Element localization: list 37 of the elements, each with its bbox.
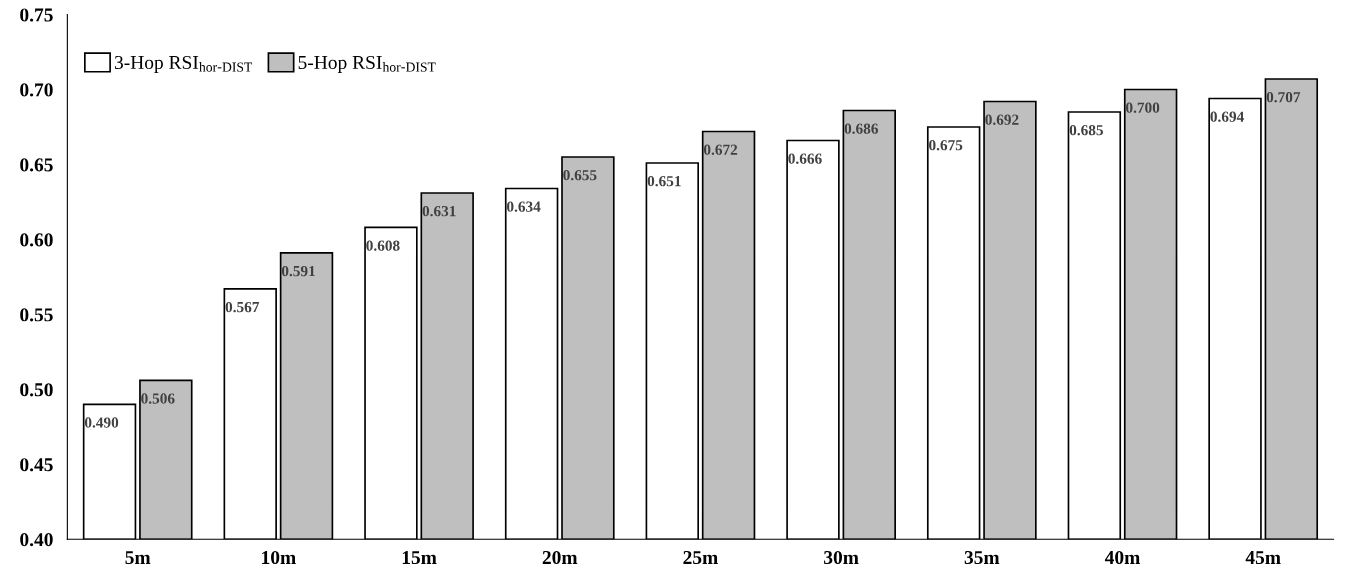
data-label: 0.506 xyxy=(141,393,175,404)
x-tick-label: 45m xyxy=(1245,551,1281,565)
data-label: 0.634 xyxy=(507,201,541,212)
data-label: 0.651 xyxy=(647,175,681,187)
x-tick-label: 20m xyxy=(542,550,578,565)
y-tick-label: 0.50 xyxy=(20,383,53,397)
data-label: 0.694 xyxy=(1210,111,1244,122)
data-label: 0.675 xyxy=(929,140,963,151)
data-label: 0.700 xyxy=(1126,102,1160,113)
y-tick-label: 0.40 xyxy=(20,533,53,547)
x-tick-label: 10m xyxy=(262,550,296,565)
x-tick-label: 15m xyxy=(402,551,437,565)
y-tick-label: 0.75 xyxy=(20,8,53,22)
legend-label: 3-Hop RSI$_{hor-DIST}$ xyxy=(114,55,253,73)
y-tick-label: 0.60 xyxy=(20,233,53,247)
x-tick-label: 35m xyxy=(964,551,1000,565)
x-tick-label: 25m xyxy=(683,551,718,565)
data-label: 0.631 xyxy=(422,205,456,217)
x-tick-label: 40m xyxy=(1104,550,1140,565)
y-tick-label: 0.55 xyxy=(20,308,53,322)
data-label: 0.707 xyxy=(1266,92,1301,103)
data-label: 0.686 xyxy=(844,123,879,134)
data-label: 0.655 xyxy=(563,170,597,181)
data-label: 0.608 xyxy=(366,240,400,251)
data-label: 0.567 xyxy=(225,301,260,313)
y-tick-label: 0.45 xyxy=(20,458,53,472)
data-label: 0.666 xyxy=(788,153,822,164)
y-tick-label: 0.65 xyxy=(20,158,53,172)
data-label: 0.685 xyxy=(1069,125,1103,136)
data-label: 0.692 xyxy=(985,114,1019,125)
x-tick-label: 5m xyxy=(125,551,151,565)
legend-label: 5-Hop RSI$_{hor-DIST}$ xyxy=(298,55,436,73)
data-label: 0.672 xyxy=(703,144,738,155)
y-tick-label: 0.70 xyxy=(20,83,53,97)
data-label: 0.591 xyxy=(281,265,315,277)
x-tick-label: 30m xyxy=(824,550,859,565)
data-label: 0.490 xyxy=(84,417,119,428)
